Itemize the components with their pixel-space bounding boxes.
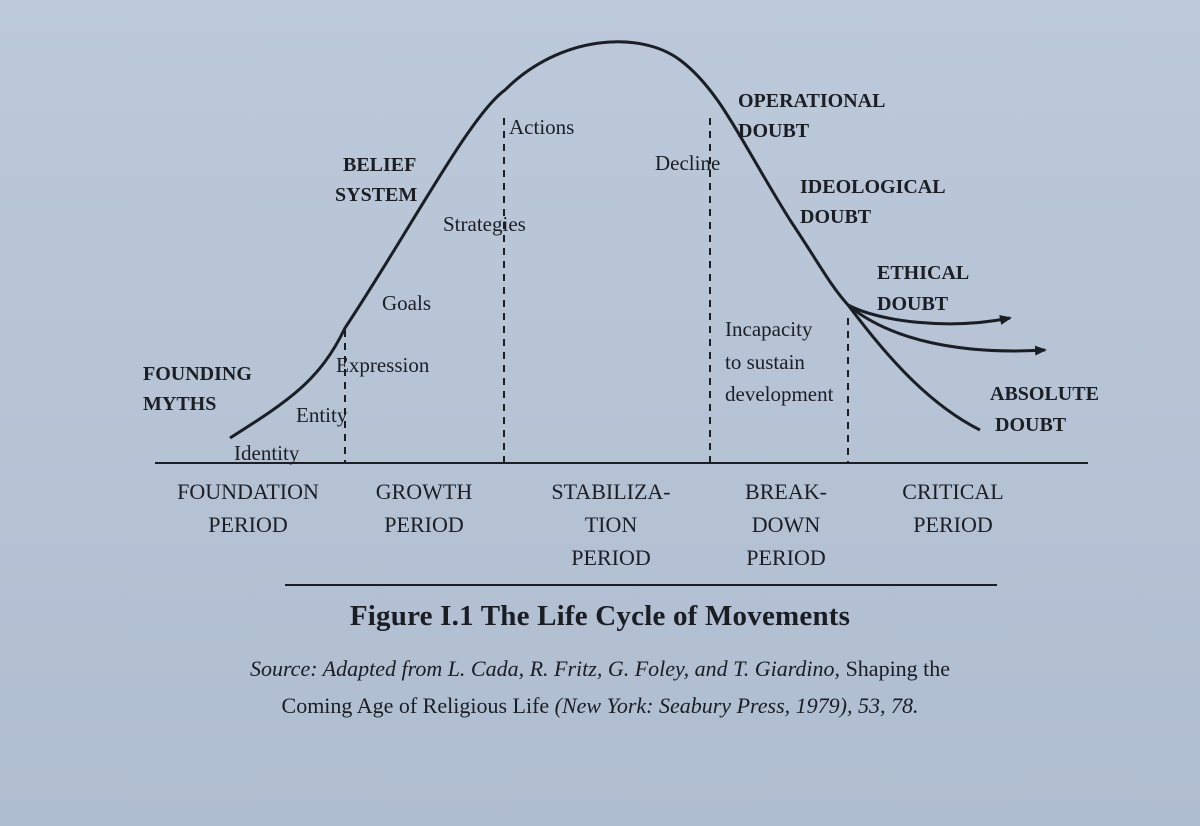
period-critical-2: PERIOD: [913, 512, 992, 537]
source-publication: (New York: Seabury Press, 1979), 53, 78.: [554, 693, 919, 718]
period-stabilization-3: PERIOD: [571, 545, 650, 570]
figure-title: Figure I.1 The Life Cycle of Movements: [349, 600, 851, 632]
period-breakdown-2: DOWN: [752, 512, 821, 537]
phase-operational-doubt-1: OPERATIONAL: [738, 90, 885, 112]
label-actions: Actions: [509, 115, 574, 139]
period-growth-1: GROWTH: [376, 479, 473, 504]
phase-absolute-doubt-2: DOUBT: [995, 414, 1067, 436]
label-expression: Expression: [336, 353, 430, 377]
period-stabilization-1: STABILIZA-: [551, 479, 670, 504]
phase-absolute-doubt-1: ABSOLUTE: [990, 383, 1099, 405]
period-foundation-2: PERIOD: [208, 512, 287, 537]
label-decline: Decline: [655, 151, 720, 175]
period-foundation-1: FOUNDATION: [177, 479, 319, 504]
phase-founding-myths-1: FOUNDING: [143, 363, 252, 385]
label-incapacity-2: to sustain: [725, 350, 805, 374]
label-strategies: Strategies: [443, 212, 526, 236]
phase-ethical-doubt-1: ETHICAL: [877, 262, 969, 284]
period-breakdown-1: BREAK-: [745, 479, 827, 504]
period-growth-2: PERIOD: [384, 512, 463, 537]
label-incapacity-3: development: [725, 382, 834, 406]
period-breakdown-3: PERIOD: [746, 545, 825, 570]
phase-ideological-doubt-1: IDEOLOGICAL: [800, 176, 946, 198]
label-entity: Entity: [296, 403, 348, 427]
label-incapacity-1: Incapacity: [725, 317, 813, 341]
source-book-title-1: Shaping the: [845, 656, 951, 681]
period-critical-1: CRITICAL: [902, 479, 1003, 504]
phase-belief-system-1: BELIEF: [343, 154, 416, 176]
ethical-doubt-arrow: [847, 303, 1012, 326]
source-lead: Source: Adapted from L. Cada, R. Fritz, …: [249, 656, 841, 681]
phase-belief-system-2: SYSTEM: [335, 184, 417, 206]
label-identity: Identity: [234, 441, 300, 465]
phase-ethical-doubt-2: DOUBT: [877, 293, 949, 315]
phase-ideological-doubt-2: DOUBT: [800, 206, 872, 228]
label-goals: Goals: [382, 291, 431, 315]
phase-founding-myths-2: MYTHS: [143, 393, 216, 415]
life-cycle-curve: [229, 40, 981, 440]
period-stabilization-2: TION: [585, 512, 638, 537]
phase-operational-doubt-2: DOUBT: [738, 120, 810, 142]
source-book-title-2: Coming Age of Religious Life: [281, 693, 550, 718]
branch-arrow: [847, 303, 1047, 356]
figure-source: Source: Adapted from L. Cada, R. Fritz, …: [0, 650, 1200, 724]
